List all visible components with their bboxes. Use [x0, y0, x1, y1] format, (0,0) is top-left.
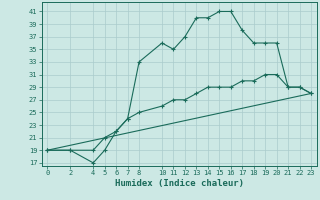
X-axis label: Humidex (Indice chaleur): Humidex (Indice chaleur): [115, 179, 244, 188]
